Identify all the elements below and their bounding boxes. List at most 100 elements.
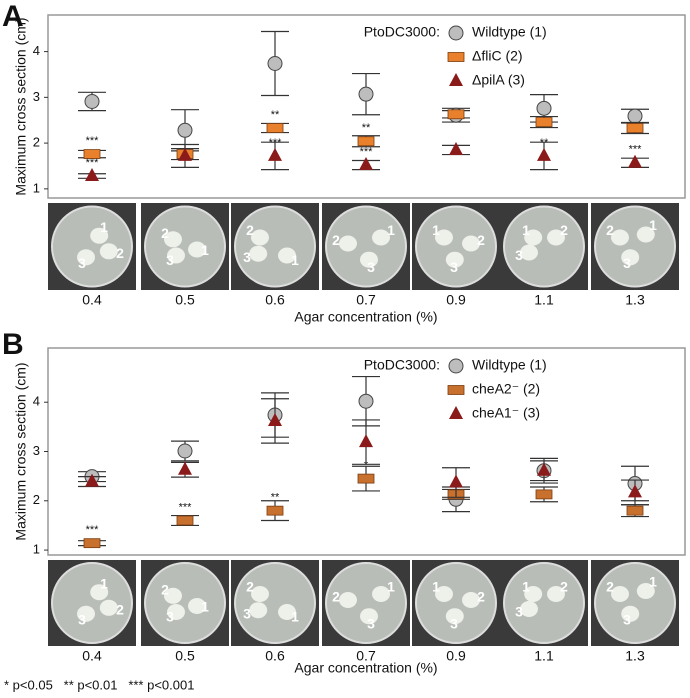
colony xyxy=(524,229,543,246)
colony xyxy=(547,586,565,602)
colony xyxy=(435,586,453,602)
marker xyxy=(447,109,465,120)
x-tick-label: 0.5 xyxy=(175,648,195,664)
marker xyxy=(357,136,375,147)
legend-item: ΔpilA (3) xyxy=(449,72,525,88)
petri-dish xyxy=(325,205,407,288)
colony xyxy=(372,586,390,602)
colony xyxy=(99,243,118,260)
plate-label: 1 xyxy=(522,222,530,238)
x-axis-label: Agar concentration (%) xyxy=(294,660,437,676)
petri-dish xyxy=(325,562,407,644)
colony xyxy=(372,229,390,246)
petri-dish xyxy=(594,205,676,288)
significance: ** xyxy=(540,137,549,149)
colony xyxy=(251,229,269,246)
petri-dish xyxy=(234,205,316,288)
plate-label: 3 xyxy=(450,616,458,632)
plate-label: 1 xyxy=(522,579,530,595)
marker xyxy=(359,434,373,448)
plate-label: 3 xyxy=(515,247,523,263)
legend-item: Wildtype (1) xyxy=(448,24,547,41)
plot-frame xyxy=(47,14,686,199)
x-tick-label: 0.9 xyxy=(446,648,466,664)
footnote: * p<0.05 ** p<0.01 *** p<0.001 xyxy=(4,677,194,692)
x-tick-label: 0.5 xyxy=(175,292,195,308)
legend-label: ΔpilA (3) xyxy=(472,72,525,88)
plate-label: 2 xyxy=(332,232,340,248)
colony xyxy=(547,229,565,246)
marker xyxy=(626,505,644,516)
marker xyxy=(83,149,101,159)
marker xyxy=(83,538,101,549)
legend-label: Wildtype (1) xyxy=(472,357,547,373)
plate-label: 3 xyxy=(623,255,631,271)
plate-label: 3 xyxy=(78,255,86,271)
series xyxy=(78,398,649,506)
plate-label: 1 xyxy=(201,599,209,615)
legend-marker xyxy=(448,25,464,41)
colony xyxy=(167,247,185,264)
significance: * xyxy=(364,460,369,472)
marker xyxy=(268,147,282,161)
colony xyxy=(611,586,629,602)
colony xyxy=(164,231,182,248)
marker xyxy=(535,489,553,500)
x-tick-label: 0.7 xyxy=(356,292,376,308)
plate-label: 1 xyxy=(291,252,299,268)
marker xyxy=(85,168,99,182)
petri-dish xyxy=(503,562,585,644)
plate-label: 3 xyxy=(450,259,458,275)
colony xyxy=(77,249,95,266)
significance: ** xyxy=(271,109,280,121)
x-tick-label: 1.1 xyxy=(534,648,554,664)
marker xyxy=(176,515,194,526)
petri-dish xyxy=(415,562,497,644)
y-tick-label: 1 xyxy=(33,180,40,195)
y-tick-label: 3 xyxy=(33,89,40,104)
plate-label: 2 xyxy=(246,222,254,238)
panel-letter: A xyxy=(2,0,24,33)
plate-label: 3 xyxy=(243,606,251,622)
colony xyxy=(621,605,640,622)
plate-label: 1 xyxy=(201,242,209,258)
y-tick-label: 4 xyxy=(33,43,40,58)
colony xyxy=(636,226,655,243)
marker xyxy=(449,141,463,155)
colony xyxy=(611,229,629,246)
legend-title: PtoDC3000: xyxy=(364,24,440,40)
plate-label: 2 xyxy=(477,589,485,605)
legend-marker xyxy=(449,73,463,86)
x-tick-label: 0.4 xyxy=(82,648,102,664)
plate-label: 3 xyxy=(166,252,174,268)
plate-label: 3 xyxy=(243,249,251,265)
colony xyxy=(524,586,543,602)
colony xyxy=(520,244,538,261)
marker xyxy=(357,473,375,484)
legend-label: cheA1⁻ (3) xyxy=(472,405,540,421)
colony xyxy=(462,235,480,252)
plate-label: 3 xyxy=(166,609,174,625)
colony xyxy=(188,598,206,614)
plate-label: 3 xyxy=(367,259,375,275)
colony xyxy=(251,586,269,602)
y-axis-label: Maximum cross section (cm) xyxy=(13,17,29,195)
significance: *** xyxy=(269,137,283,149)
colony xyxy=(188,241,206,258)
plate-label: 1 xyxy=(649,574,657,590)
marker xyxy=(359,157,373,171)
plate-label: 1 xyxy=(649,217,657,233)
marker xyxy=(627,108,643,124)
marker xyxy=(537,147,551,161)
petri-dish xyxy=(415,205,497,288)
legend-item: cheA1⁻ (3) xyxy=(449,405,540,421)
legend-label: cheA2⁻ (2) xyxy=(472,381,540,397)
y-tick-label: 3 xyxy=(33,443,40,458)
plate-label: 2 xyxy=(606,222,614,238)
legend-marker xyxy=(447,52,465,62)
colony xyxy=(278,247,296,264)
colony xyxy=(167,604,185,620)
significance: *** xyxy=(86,524,100,536)
petri-dish xyxy=(51,205,133,288)
